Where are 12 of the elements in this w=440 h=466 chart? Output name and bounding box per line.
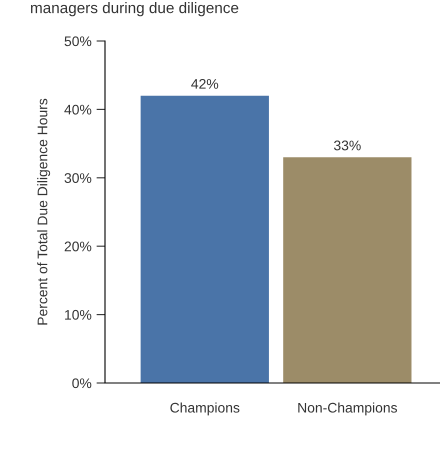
y-tick-label: 40% xyxy=(64,104,92,115)
chart-title: managers during due diligence xyxy=(31,2,238,16)
y-tick-label: 10% xyxy=(65,310,92,320)
x-tick-label: Non-Champions xyxy=(298,402,398,416)
y-axis-title: Percent of Total Due Diligence Hours xyxy=(37,98,50,325)
data-label: 42% xyxy=(191,78,218,89)
y-tick-label: 20% xyxy=(64,242,92,252)
data-label: 33% xyxy=(334,140,361,150)
y-tick-label: 0% xyxy=(72,378,92,388)
y-tick-label: 30% xyxy=(64,173,92,183)
x-tick-label: Champions xyxy=(170,402,240,416)
y-tick-label: 50% xyxy=(64,36,92,46)
